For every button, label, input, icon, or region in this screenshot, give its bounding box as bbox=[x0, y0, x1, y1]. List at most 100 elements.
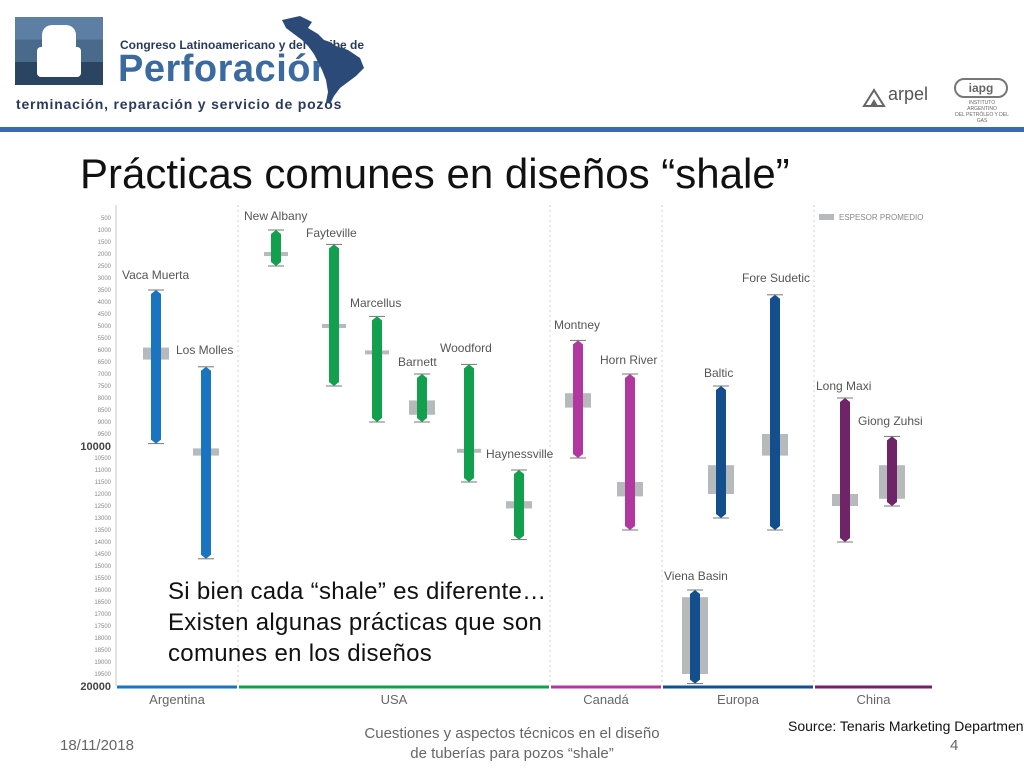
y-tick-label: 500 bbox=[101, 216, 112, 222]
iapg-badge: iapg bbox=[954, 78, 1008, 98]
series-label: Long Maxi bbox=[816, 379, 871, 393]
y-tick-label: 7000 bbox=[98, 372, 112, 378]
series-label: Montney bbox=[554, 318, 600, 332]
depth-range-bar bbox=[840, 398, 850, 542]
y-tick-label: 7500 bbox=[98, 384, 112, 390]
group-label: Europa bbox=[717, 692, 760, 707]
series-label: Horn River bbox=[600, 353, 657, 367]
y-tick-label: 15500 bbox=[94, 576, 111, 582]
y-tick-label: 11500 bbox=[95, 480, 112, 486]
y-tick-label: 14500 bbox=[94, 552, 111, 558]
series-label: Fayteville bbox=[306, 226, 357, 240]
y-tick-label: 8500 bbox=[98, 408, 112, 414]
depth-range-bar bbox=[417, 374, 427, 422]
footer-date: 18/11/2018 bbox=[60, 737, 134, 754]
depth-range-bar bbox=[514, 470, 524, 540]
depth-range-bar bbox=[625, 374, 635, 530]
overlay-text: Si bien cada “shale” es diferente… Exist… bbox=[168, 576, 546, 669]
series-label: Woodford bbox=[440, 341, 492, 355]
depth-range-bar bbox=[151, 290, 161, 444]
arpel-logo-icon bbox=[862, 88, 886, 107]
depth-range-bar bbox=[464, 364, 474, 482]
y-tick-label: 1000 bbox=[98, 228, 112, 234]
series-label: Giong Zuhsi bbox=[858, 414, 923, 428]
y-tick-label: 3000 bbox=[98, 276, 112, 282]
y-tick-label: 3500 bbox=[98, 288, 112, 294]
y-tick-label: 10500 bbox=[94, 456, 111, 462]
iapg-caption-2: DEL PETRÓLEO Y DEL GAS bbox=[955, 112, 1009, 124]
slide-title: Prácticas comunes en diseños “shale” bbox=[80, 150, 790, 197]
depth-range-bar bbox=[372, 316, 382, 422]
y-tick-label: 17500 bbox=[94, 624, 111, 630]
depth-range-bar bbox=[573, 340, 583, 458]
overlay-line-3: comunes en los diseños bbox=[168, 640, 433, 667]
y-tick-label: 15000 bbox=[94, 564, 111, 570]
congress-line: Congreso Latinoamericano y del Caribe de bbox=[120, 38, 365, 52]
y-tick-label: 6000 bbox=[98, 348, 112, 354]
y-tick-label: 18500 bbox=[94, 648, 111, 654]
legend-label: ESPESOR PROMEDIO bbox=[839, 213, 923, 222]
footer-center: Cuestiones y aspectos técnicos en el dis… bbox=[362, 724, 662, 764]
brand-title: Perforación bbox=[118, 48, 335, 90]
y-tick-label: 9500 bbox=[98, 432, 112, 438]
y-tick-label: 14000 bbox=[94, 540, 111, 546]
y-tick-label: 6500 bbox=[98, 360, 112, 366]
page-number: 4 bbox=[950, 737, 959, 754]
depth-range-bar bbox=[201, 366, 211, 559]
arpel-label: arpel bbox=[888, 84, 929, 104]
y-tick-label: 4000 bbox=[98, 300, 112, 306]
y-tick-label: 13000 bbox=[94, 516, 111, 522]
series-label: Barnett bbox=[398, 355, 437, 369]
depth-range-bar bbox=[770, 294, 780, 530]
footer-center-line-1: Cuestiones y aspectos técnicos en el dis… bbox=[364, 725, 660, 742]
series-label: Viena Basin bbox=[664, 569, 728, 583]
y-tick-label: 19000 bbox=[94, 660, 111, 666]
series-label: Fore Sudetic bbox=[742, 271, 810, 285]
group-label: USA bbox=[381, 692, 408, 707]
source-note: Source: Tenaris Marketing Department bbox=[788, 718, 1024, 734]
depth-range-bar bbox=[887, 436, 897, 506]
brand-subtitle: terminación, reparación y servicio de po… bbox=[16, 96, 343, 112]
y-tick-label: 5000 bbox=[98, 324, 112, 330]
y-tick-label: 16000 bbox=[94, 588, 111, 594]
y-tick-label: 9000 bbox=[98, 420, 112, 426]
group-label: Argentina bbox=[149, 692, 205, 707]
overlay-line-1: Si bien cada “shale” es diferente… bbox=[168, 578, 547, 605]
group-label: Canadá bbox=[583, 692, 629, 707]
overlay-line-2: Existen algunas prácticas que son bbox=[168, 609, 543, 636]
y-tick-label: 12500 bbox=[94, 504, 111, 510]
depth-range-bar bbox=[271, 230, 281, 266]
iapg-logo: iapg INSTITUTO ARGENTINO DEL PETRÓLEO Y … bbox=[954, 78, 1010, 124]
header-divider bbox=[0, 127, 1024, 132]
series-label: New Albany bbox=[244, 209, 307, 223]
congress-logo bbox=[15, 17, 103, 85]
series-label: Vaca Muerta bbox=[122, 268, 189, 282]
depth-range-chart: 500 1000 1500 2000 2500 3000 3500 4000 4500 5000 5… bbox=[80, 205, 932, 707]
legend-swatch bbox=[819, 214, 834, 220]
footer-center-line-2: de tuberías para pozos “shale” bbox=[410, 745, 614, 762]
iapg-caption-1: INSTITUTO ARGENTINO bbox=[967, 100, 997, 112]
y-tick-label: 10000 bbox=[80, 441, 111, 453]
series-label: Baltic bbox=[704, 366, 733, 380]
y-tick-label: 1500 bbox=[98, 240, 112, 246]
y-tick-label: 4500 bbox=[98, 312, 112, 318]
y-tick-label: 5500 bbox=[98, 336, 112, 342]
series-label: Marcellus bbox=[350, 296, 401, 310]
y-tick-label: 2000 bbox=[98, 252, 112, 258]
y-tick-label: 8000 bbox=[98, 396, 112, 402]
series-label: Haynessville bbox=[486, 447, 554, 461]
y-tick-label: 2500 bbox=[98, 264, 112, 270]
series-label: Los Molles bbox=[176, 343, 233, 357]
depth-range-bar bbox=[716, 386, 726, 518]
group-label: China bbox=[857, 692, 892, 707]
y-tick-label: 20000 bbox=[80, 681, 111, 693]
y-tick-label: 11000 bbox=[95, 468, 112, 474]
y-tick-label: 19500 bbox=[94, 672, 111, 678]
y-tick-label: 17000 bbox=[94, 612, 111, 618]
header-banner: Congreso Latinoamericano y del Caribe de… bbox=[0, 0, 1024, 128]
y-tick-label: 13500 bbox=[94, 528, 111, 534]
depth-range-bar bbox=[329, 244, 339, 386]
depth-range-bar bbox=[690, 590, 700, 684]
y-tick-label: 18000 bbox=[94, 636, 111, 642]
y-tick-label: 12000 bbox=[94, 492, 111, 498]
